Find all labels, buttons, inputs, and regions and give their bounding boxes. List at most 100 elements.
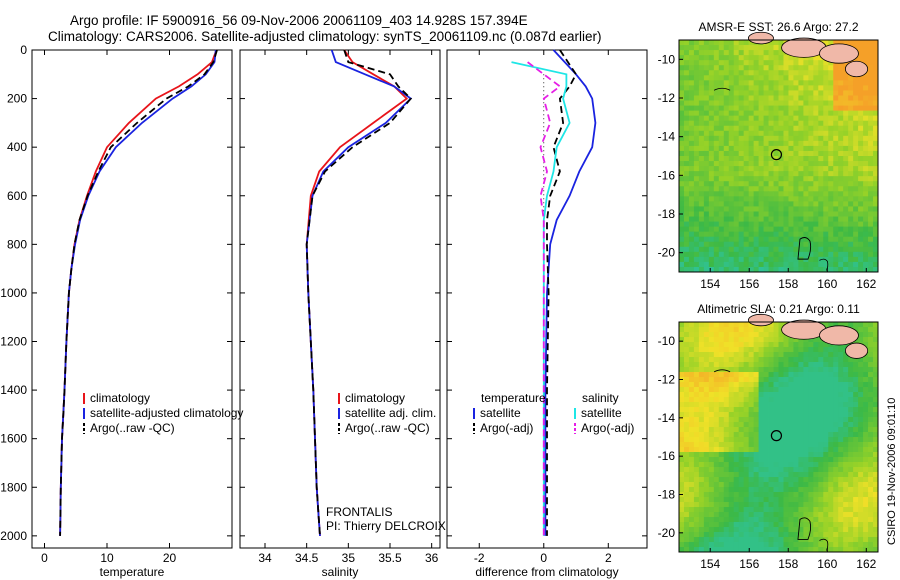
map-cell xyxy=(793,467,799,473)
map-cell xyxy=(788,367,794,373)
map-cell xyxy=(773,327,779,333)
map-cell xyxy=(723,251,730,258)
map-cell xyxy=(853,256,859,263)
map-cell xyxy=(803,447,809,453)
map-cell xyxy=(818,352,824,358)
map-cell xyxy=(683,90,690,96)
map-cell xyxy=(873,211,879,217)
map-cell xyxy=(773,226,779,233)
map-cell xyxy=(803,337,809,343)
map-cell xyxy=(778,362,784,368)
map-cell xyxy=(773,402,779,408)
map-cell xyxy=(679,236,685,243)
map-cell xyxy=(808,156,814,162)
map-cell xyxy=(828,201,834,207)
map-cell xyxy=(679,176,685,182)
map-cell xyxy=(748,201,755,207)
map-cell xyxy=(868,387,874,393)
map-cell xyxy=(873,497,879,503)
map-cell xyxy=(788,85,794,91)
map-cell xyxy=(693,482,700,488)
map-cell xyxy=(708,462,715,468)
map-cell xyxy=(713,357,720,363)
map-cell xyxy=(773,70,779,76)
map-cell xyxy=(768,95,774,101)
map-cell xyxy=(773,110,779,117)
map-cell xyxy=(753,412,760,418)
map-cell xyxy=(833,472,839,478)
map-cell xyxy=(718,221,725,228)
map-cell xyxy=(723,140,730,147)
legend-label: satellite xyxy=(480,406,521,420)
map-cell xyxy=(838,241,844,248)
map-cell xyxy=(828,70,834,76)
map-cell xyxy=(693,342,700,348)
map-cell xyxy=(803,437,809,443)
map-cell xyxy=(683,392,690,398)
map-cell xyxy=(843,447,849,453)
map-cell xyxy=(863,437,869,443)
map-cell xyxy=(688,542,695,548)
map-cell xyxy=(728,171,735,177)
map-cell xyxy=(788,492,794,498)
map-cell xyxy=(793,532,799,538)
map-cell xyxy=(778,100,784,106)
map-cell xyxy=(823,80,829,86)
map-cell xyxy=(768,70,774,76)
map-cell xyxy=(818,216,824,222)
map-cell xyxy=(763,507,769,513)
map-cell xyxy=(803,70,809,76)
map-cell xyxy=(773,55,779,61)
map-cell xyxy=(703,90,710,96)
map-cell xyxy=(703,322,710,328)
map-cell xyxy=(733,256,740,263)
map-cell xyxy=(723,407,730,413)
map-cell xyxy=(818,522,824,528)
map-cell xyxy=(688,467,695,473)
map-cell xyxy=(793,85,799,91)
map-cell xyxy=(863,547,869,553)
map-cell xyxy=(748,75,755,81)
map-cell xyxy=(818,377,824,383)
map-cell xyxy=(723,422,730,428)
map-cell xyxy=(698,357,705,363)
map-cell xyxy=(808,342,814,348)
map-cell xyxy=(863,487,869,493)
map-cell xyxy=(723,55,730,61)
map-cell xyxy=(803,507,809,513)
map-cell xyxy=(758,532,764,538)
map-cell xyxy=(798,105,804,112)
map-cell xyxy=(763,231,769,238)
map-cell xyxy=(788,507,794,513)
map-cell xyxy=(798,487,804,493)
map-cell xyxy=(873,347,879,353)
map-cell xyxy=(693,191,700,197)
map-cell xyxy=(783,387,789,393)
map-cell xyxy=(818,85,824,91)
map-cell xyxy=(768,191,774,197)
map-cell xyxy=(768,171,774,177)
map-cell xyxy=(818,457,824,463)
map-cell xyxy=(763,135,769,142)
map-cell xyxy=(748,342,755,348)
map-cell xyxy=(743,487,750,493)
map-cell xyxy=(773,492,779,498)
map-cell xyxy=(763,150,769,157)
map-cell xyxy=(853,537,859,543)
map-cell xyxy=(788,467,794,473)
map-cell xyxy=(788,150,794,157)
map-cell xyxy=(708,342,715,348)
map-cell xyxy=(728,487,735,493)
map-cell xyxy=(683,231,690,238)
map-cell xyxy=(853,487,859,493)
map-cell xyxy=(679,125,685,132)
map-cell xyxy=(823,437,829,443)
map-cell xyxy=(713,216,720,222)
map-cell xyxy=(703,65,710,71)
reef-outline xyxy=(713,369,731,373)
map-cell xyxy=(738,447,745,453)
map-cell xyxy=(853,377,859,383)
map-cell xyxy=(868,502,874,508)
map-cell xyxy=(718,517,725,523)
map-cell xyxy=(793,452,799,458)
